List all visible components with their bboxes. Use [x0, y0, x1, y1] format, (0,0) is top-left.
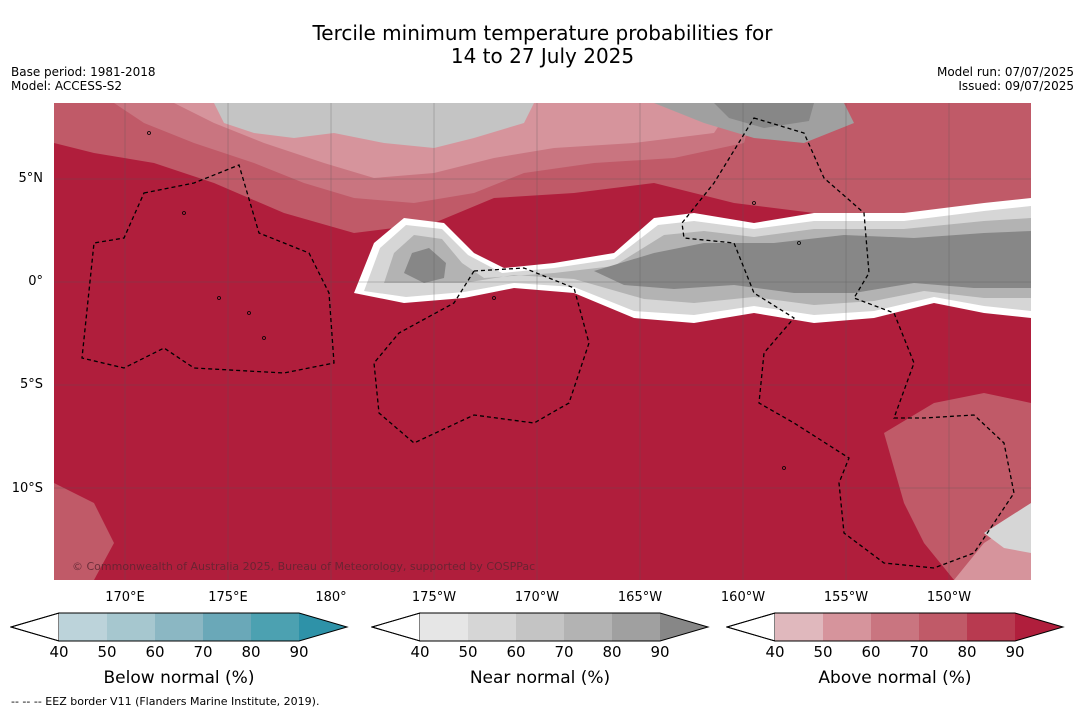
- tick-label: 80: [602, 643, 622, 661]
- lon-label: 175°E: [208, 590, 248, 605]
- model-name: Model: ACCESS-S2: [11, 79, 123, 93]
- lat-label: 5°S: [19, 377, 43, 392]
- colorbar-swatch: [823, 613, 871, 641]
- colorbar-below-normal: [10, 612, 349, 642]
- colorbar-below-label: Below normal (%): [103, 668, 255, 688]
- near-normal-north: [214, 103, 534, 148]
- eez-footnote: -- -- -- EEZ border V11 (Flanders Marine…: [11, 695, 320, 708]
- model-run: Model run: 07/07/2025: [936, 65, 1074, 79]
- colorbar-swatch: [420, 613, 468, 641]
- lon-label: 180°: [315, 590, 347, 605]
- tick-label: 90: [289, 643, 309, 661]
- lat-label: 10°S: [11, 481, 43, 496]
- above-70-region-south: [54, 393, 1031, 580]
- lat-label: 5°N: [18, 171, 44, 186]
- tick-label: 90: [650, 643, 670, 661]
- graticule: [54, 103, 1031, 580]
- colorbar-swatch: [660, 613, 708, 641]
- tick-label: 80: [241, 643, 261, 661]
- base-period: Base period: 1981-2018: [11, 65, 156, 79]
- tick-label: 40: [410, 643, 430, 661]
- lon-label: 165°W: [617, 590, 663, 605]
- probability-map: © Commonwealth of Australia 2025, Bureau…: [54, 103, 1031, 580]
- colorbar-swatch: [871, 613, 919, 641]
- title-line-1: Tercile minimum temperature probabilitie…: [312, 21, 773, 45]
- colorbar-swatch: [468, 613, 516, 641]
- colorbar-swatch: [299, 613, 347, 641]
- tick-label: 50: [813, 643, 833, 661]
- colorbar-above-normal: [726, 612, 1065, 642]
- near-normal-central-90: [404, 231, 1031, 293]
- lon-label: 155°W: [823, 590, 869, 605]
- lon-label: 175°W: [411, 590, 457, 605]
- tick-label: 90: [1005, 643, 1025, 661]
- colorbar-swatch: [564, 613, 612, 641]
- map-title: Tercile minimum temperature probabilitie…: [0, 22, 1085, 68]
- colorbar-swatch: [203, 613, 251, 641]
- colorbar-swatch: [967, 613, 1015, 641]
- colorbar-near-normal: [371, 612, 710, 642]
- tick-label: 40: [49, 643, 69, 661]
- issued-date: Issued: 09/07/2025: [958, 79, 1074, 93]
- lat-label: 0°: [28, 274, 43, 289]
- tick-label: 60: [145, 643, 165, 661]
- lon-label: 150°W: [926, 590, 972, 605]
- islands: [147, 131, 801, 470]
- colorbar-swatch: [251, 613, 299, 641]
- tick-label: 70: [909, 643, 929, 661]
- colorbar-swatch: [516, 613, 564, 641]
- colorbar-swatch: [155, 613, 203, 641]
- tick-label: 70: [554, 643, 574, 661]
- tick-label: 70: [193, 643, 213, 661]
- tick-label: 40: [765, 643, 785, 661]
- colorbar-swatch: [1015, 613, 1063, 641]
- title-line-2: 14 to 27 July 2025: [450, 44, 635, 68]
- colorbar-swatch: [775, 613, 823, 641]
- colorbar-swatch: [919, 613, 967, 641]
- tick-label: 80: [957, 643, 977, 661]
- colorbar-swatch: [612, 613, 660, 641]
- lon-label: 170°E: [105, 590, 145, 605]
- lon-label: 160°W: [720, 590, 766, 605]
- near-normal-north-east-core: [714, 103, 814, 128]
- eez-borders: [81, 117, 1015, 569]
- meta-left: Base period: 1981-2018 Model: ACCESS-S2: [11, 65, 156, 93]
- colorbar-swatch: [107, 613, 155, 641]
- meta-right: Model run: 07/07/2025 Issued: 09/07/2025: [937, 65, 1074, 93]
- near-normal-south-east: [984, 503, 1031, 553]
- colorbar-near-label: Near normal (%): [469, 668, 611, 688]
- tick-label: 50: [97, 643, 117, 661]
- lon-label: 170°W: [514, 590, 560, 605]
- tick-label: 50: [458, 643, 478, 661]
- copyright-text: © Commonwealth of Australia 2025, Bureau…: [72, 560, 535, 573]
- tick-label: 60: [506, 643, 526, 661]
- colorbar-swatch: [59, 613, 107, 641]
- tick-label: 60: [861, 643, 881, 661]
- colorbar-above-label: Above normal (%): [818, 668, 972, 688]
